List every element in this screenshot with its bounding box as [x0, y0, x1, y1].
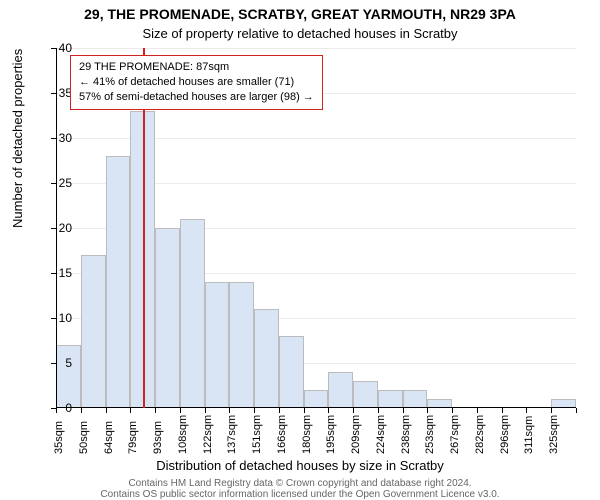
x-tick-label: 311sqm [523, 416, 535, 454]
x-tick-label: 122sqm [202, 415, 214, 454]
x-tick-label: 209sqm [350, 415, 362, 454]
bar [353, 381, 378, 408]
x-tick-label: 253sqm [424, 415, 436, 454]
bar [106, 156, 131, 408]
x-tick-label: 180sqm [301, 415, 313, 454]
x-tick-mark [477, 408, 478, 413]
x-tick-label: 296sqm [499, 415, 511, 454]
x-tick-label: 195sqm [325, 415, 337, 454]
x-tick-label: 50sqm [78, 421, 90, 454]
x-tick-mark [502, 408, 503, 413]
x-tick-label: 238sqm [400, 415, 412, 454]
footer-text: Contains HM Land Registry data © Crown c… [0, 478, 600, 500]
bar [304, 390, 329, 408]
x-axis-label: Distribution of detached houses by size … [0, 458, 600, 473]
x-tick-mark [551, 408, 552, 413]
y-tick-label: 20 [42, 221, 72, 235]
bar [81, 255, 106, 408]
x-tick-mark [328, 408, 329, 413]
bar [155, 228, 180, 408]
x-tick-label: 93sqm [152, 421, 164, 454]
x-tick-label: 282sqm [474, 415, 486, 454]
annotation-line-2: 57% of semi-detached houses are larger (… [79, 90, 314, 105]
y-tick-label: 40 [42, 41, 72, 55]
y-tick-label: 30 [42, 131, 72, 145]
y-tick-label: 25 [42, 176, 72, 190]
x-tick-mark [155, 408, 156, 413]
annotation-line-0: 29 THE PROMENADE: 87sqm [79, 60, 314, 75]
x-tick-mark [254, 408, 255, 413]
y-tick-label: 0 [42, 401, 72, 415]
x-tick-mark [353, 408, 354, 413]
x-tick-mark [229, 408, 230, 413]
bar [205, 282, 230, 408]
x-tick-label: 325sqm [548, 415, 560, 454]
x-tick-label: 267sqm [449, 415, 461, 454]
x-tick-label: 224sqm [375, 415, 387, 454]
chart-title-main: 29, THE PROMENADE, SCRATBY, GREAT YARMOU… [0, 6, 600, 22]
x-tick-mark [279, 408, 280, 413]
y-axis-label: Number of detached properties [10, 49, 25, 228]
y-tick-label: 35 [42, 86, 72, 100]
footer-line-1: Contains OS public sector information li… [100, 489, 499, 500]
bar [279, 336, 304, 408]
x-tick-mark [378, 408, 379, 413]
y-tick-label: 5 [42, 356, 72, 370]
chart-container: 29, THE PROMENADE, SCRATBY, GREAT YARMOU… [0, 0, 600, 500]
x-tick-mark [427, 408, 428, 413]
x-tick-label: 137sqm [226, 415, 238, 454]
bar [229, 282, 254, 408]
chart-title-sub: Size of property relative to detached ho… [0, 26, 600, 41]
y-tick-label: 10 [42, 311, 72, 325]
bar [180, 219, 205, 408]
x-tick-label: 79sqm [127, 421, 139, 454]
x-tick-mark [205, 408, 206, 413]
x-tick-mark [526, 408, 527, 413]
x-tick-label: 166sqm [276, 415, 288, 454]
y-tick-label: 15 [42, 266, 72, 280]
annotation-box: 29 THE PROMENADE: 87sqm ← 41% of detache… [70, 55, 323, 110]
x-tick-mark [81, 408, 82, 413]
annotation-line-1: ← 41% of detached houses are smaller (71… [79, 75, 314, 90]
x-axis-line [56, 407, 576, 408]
bar [254, 309, 279, 408]
x-tick-label: 35sqm [53, 421, 65, 454]
x-tick-label: 108sqm [177, 415, 189, 454]
x-tick-mark [180, 408, 181, 413]
x-tick-mark [304, 408, 305, 413]
bar [56, 345, 81, 408]
bar [378, 390, 403, 408]
x-tick-mark [130, 408, 131, 413]
x-tick-mark [576, 408, 577, 413]
bar [328, 372, 353, 408]
x-tick-label: 64sqm [103, 421, 115, 454]
x-tick-mark [403, 408, 404, 413]
footer-line-0: Contains HM Land Registry data © Crown c… [128, 478, 471, 489]
x-tick-mark [452, 408, 453, 413]
x-tick-mark [106, 408, 107, 413]
bar [403, 390, 428, 408]
x-tick-label: 151sqm [251, 415, 263, 454]
